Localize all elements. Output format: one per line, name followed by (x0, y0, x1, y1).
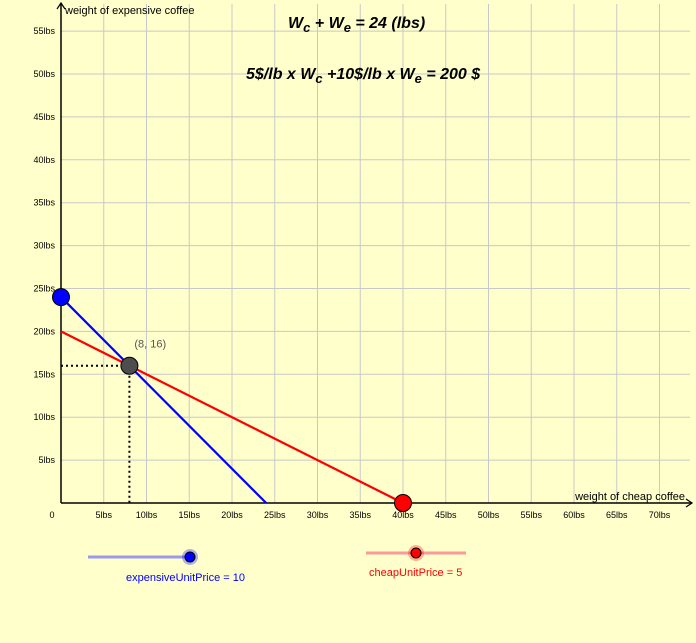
x-tick-label: 35lbs (349, 510, 371, 520)
y-tick-label: 15lbs (33, 369, 55, 379)
intersection-label: (8, 16) (134, 339, 166, 351)
expensive-slider-value: UnitPrice = 10 (175, 572, 246, 584)
grid (61, 4, 690, 503)
axes (56, 1, 694, 508)
expensive-slider-name: expensive (126, 572, 176, 584)
y-tick-label: 25lbs (33, 284, 55, 294)
point-marker[interactable] (52, 288, 70, 307)
series-line (60, 296, 267, 504)
eq2-sub-a: c (315, 71, 323, 87)
y-tick-label: 10lbs (33, 412, 55, 422)
eq2-tail: = 200 $ (421, 66, 481, 83)
x-tick-label: 20lbs (221, 510, 243, 520)
eq1-term-a: W (288, 15, 304, 32)
point-marker[interactable] (394, 494, 412, 512)
series-line (60, 330, 404, 504)
expensive-slider-label: expensive UnitPrice = 10 (126, 572, 245, 584)
x-axis-label: weight of cheap coffee (574, 491, 685, 503)
intersection-guides (61, 364, 131, 503)
y-tick-label: 45lbs (33, 112, 55, 122)
x-tick-label: 15lbs (178, 510, 200, 520)
cheap-slider-value: UnitPrice = 5 (399, 567, 463, 579)
eq2-term-a: 5$/lb x W (246, 66, 316, 83)
origin-label: 0 (49, 510, 54, 520)
x-tick-label: 50lbs (478, 510, 500, 520)
cheap-slider-handle[interactable] (410, 547, 422, 559)
y-tick-label: 30lbs (33, 241, 55, 251)
x-tick-label: 5lbs (95, 510, 112, 520)
eq1-tail: = 24 (lbs) (350, 15, 426, 32)
series-lines (60, 296, 404, 504)
y-tick-label: 35lbs (33, 198, 55, 208)
y-tick-label: 55lbs (33, 26, 55, 36)
x-tick-label: 65lbs (606, 510, 628, 520)
cheap-price-slider[interactable] (363, 541, 473, 565)
point-marker[interactable] (120, 356, 139, 375)
x-tick-label: 55lbs (520, 510, 542, 520)
y-axis-arrow (56, 1, 66, 10)
markers[interactable] (52, 288, 412, 512)
y-tick-label: 20lbs (33, 326, 55, 336)
y-tick-label: 5lbs (38, 455, 55, 465)
expensive-price-slider[interactable] (85, 545, 205, 569)
eq2-sub-b: e (414, 71, 422, 87)
eq1-sub-b: e (343, 20, 351, 36)
x-tick-label: 70lbs (649, 510, 671, 520)
x-axis-arrow (685, 498, 694, 508)
x-tick-label: 60lbs (563, 510, 585, 520)
equation-total-cost: 5$/lb x Wc +10$/lb x We = 200 $ (246, 66, 480, 86)
y-tick-label: 50lbs (33, 69, 55, 79)
y-tick-label: 40lbs (33, 155, 55, 165)
eq1-term-b: + W (310, 15, 344, 32)
cheap-slider-label: cheap UnitPrice = 5 (369, 567, 462, 579)
eq1-sub-a: c (303, 20, 311, 36)
x-tick-label: 25lbs (264, 510, 286, 520)
tick-labels: 5lbs 10lbs 15lbs 20lbs 25lbs 30lbs 35lbs 40lbs 4… (33, 26, 670, 520)
y-axis-label: weight of expensive coffee (64, 5, 194, 17)
x-tick-label: 45lbs (435, 510, 457, 520)
x-tick-label: 40lbs (392, 510, 414, 520)
x-tick-label: 10lbs (136, 510, 158, 520)
eq2-term-b: +10$/lb x W (322, 66, 415, 83)
x-tick-label: 30lbs (307, 510, 329, 520)
cheap-slider-name: cheap (369, 567, 399, 579)
equation-total-weight: Wc + We = 24 (lbs) (288, 15, 425, 35)
expensive-slider-handle[interactable] (184, 551, 196, 563)
